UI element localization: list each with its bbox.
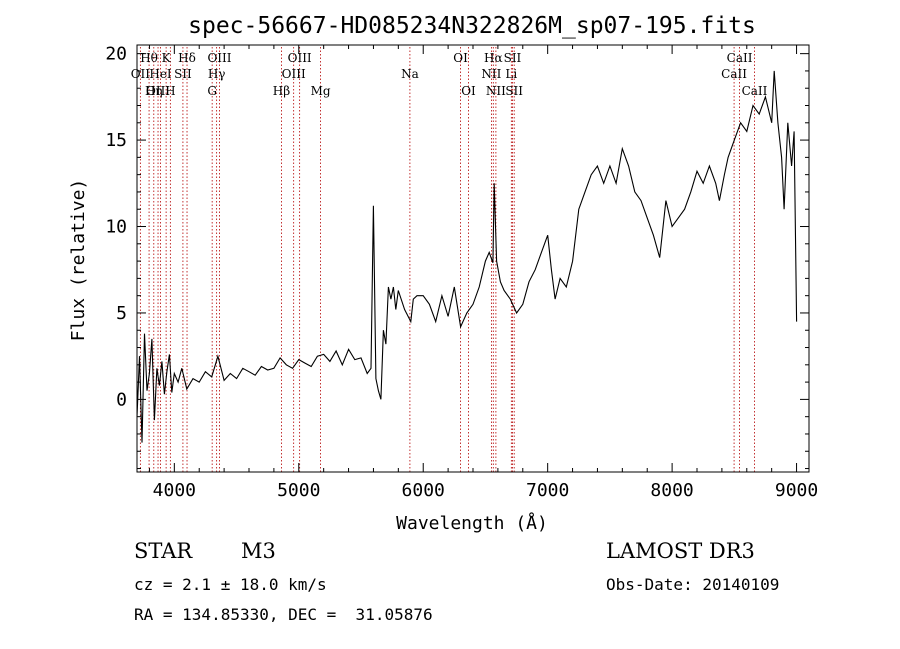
line-label: Mg [311, 84, 331, 98]
y-tick-label: 10 [105, 217, 127, 238]
y-tick-label: 5 [116, 303, 127, 324]
x-tick-label: 5000 [277, 480, 320, 501]
x-tick-label: 9000 [775, 480, 818, 501]
line-label: CaII [721, 67, 747, 81]
survey-name: LAMOST DR3 [606, 539, 755, 563]
coordinates: RA = 134.85330, DEC = 31.05876 [134, 605, 433, 624]
line-label: OI [461, 84, 476, 98]
line-label: CaII [742, 84, 768, 98]
x-tick-label: 4000 [153, 480, 196, 501]
line-label: Hδ [178, 51, 196, 65]
line-label: SII [505, 84, 523, 98]
x-tick-label: 7000 [526, 480, 569, 501]
line-label: OIII [282, 67, 306, 81]
emission-line-labels: Hθ OII OIII K HeI Hη SII H Hδ OIII Hγ G OIII OIII Hβ Mg… [131, 51, 768, 98]
chart-title: spec-56667-HD085234N322826M_sp07-195.fit… [188, 13, 756, 39]
line-label: OIII [146, 84, 170, 98]
y-tick-label: 0 [116, 389, 127, 410]
line-label: H [165, 84, 175, 98]
line-label: OIII [288, 51, 312, 65]
line-label: Hθ [140, 51, 158, 65]
x-tick-label: 8000 [650, 480, 693, 501]
x-axis-ticks: 4000 5000 6000 7000 8000 9000 [148, 45, 818, 501]
line-label: CaII [727, 51, 753, 65]
object-subclass: M3 [241, 539, 276, 563]
plot-frame [136, 44, 810, 473]
spectrum-series-line [136, 70, 798, 443]
line-label: NII [486, 84, 506, 98]
line-label: Hα [484, 51, 503, 65]
line-label: OI [453, 51, 468, 65]
line-label: Hβ [273, 84, 290, 98]
emission-line-markers [139, 47, 755, 472]
line-label: OII [131, 67, 151, 81]
line-label: Li [505, 67, 517, 81]
line-label: SII [174, 67, 192, 81]
observation-date: Obs-Date: 20140109 [606, 575, 780, 594]
line-label: Hη [145, 84, 163, 98]
line-label: NII [481, 67, 501, 81]
object-class: STAR [134, 539, 193, 563]
y-axis-ticks: 0 5 10 15 20 [105, 44, 809, 470]
y-axis-label: Flux (relative) [68, 179, 89, 342]
line-label: Hγ [208, 67, 226, 81]
redshift-cz: cz = 2.1 ± 18.0 km/s [134, 575, 327, 594]
x-axis-label: Wavelength (Å) [396, 512, 548, 534]
line-label: G [207, 84, 217, 98]
line-label: SII [504, 51, 522, 65]
y-tick-label: 15 [105, 130, 127, 151]
line-label: OIII [207, 51, 231, 65]
x-tick-label: 6000 [402, 480, 445, 501]
line-label: HeI [149, 67, 172, 81]
y-tick-label: 20 [105, 44, 127, 65]
line-label: K [162, 51, 172, 65]
line-label: Na [401, 67, 419, 81]
